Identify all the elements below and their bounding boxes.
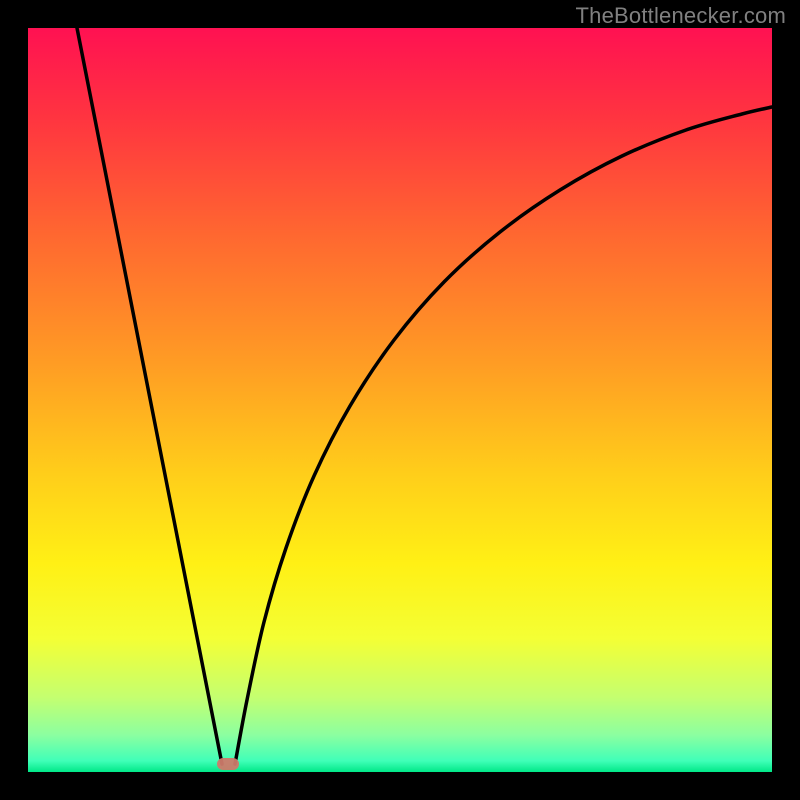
optimal-marker	[217, 758, 239, 770]
watermark-text: TheBottlenecker.com	[576, 3, 786, 29]
chart-svg	[0, 0, 800, 800]
chart-canvas: TheBottlenecker.com	[0, 0, 800, 800]
